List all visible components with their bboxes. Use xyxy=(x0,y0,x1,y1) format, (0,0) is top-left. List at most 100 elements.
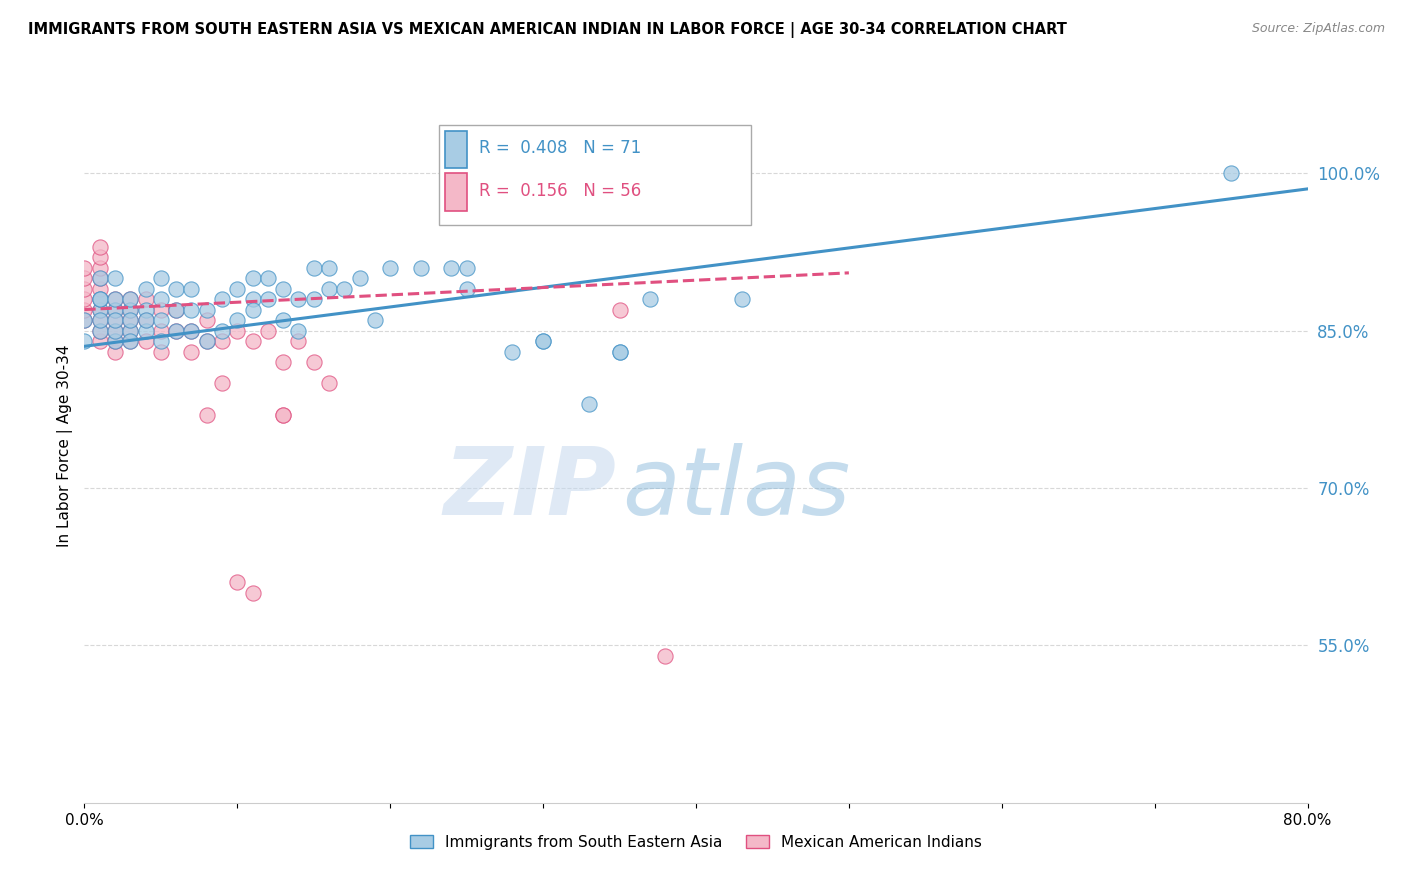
Point xyxy=(73,292,96,306)
Point xyxy=(120,302,142,317)
Point xyxy=(257,271,280,285)
Point xyxy=(89,250,111,264)
Point xyxy=(609,344,631,359)
Point xyxy=(89,292,111,306)
Point xyxy=(195,302,218,317)
Point xyxy=(104,292,127,306)
Point xyxy=(287,334,309,348)
Point xyxy=(195,334,218,348)
Point xyxy=(149,302,172,317)
Point xyxy=(578,397,600,411)
Point xyxy=(120,292,142,306)
Point xyxy=(302,355,325,369)
Text: Source: ZipAtlas.com: Source: ZipAtlas.com xyxy=(1251,22,1385,36)
Point xyxy=(73,302,96,317)
Point xyxy=(609,302,631,317)
Point xyxy=(73,271,96,285)
Point xyxy=(271,408,294,422)
Point xyxy=(302,260,325,275)
Point xyxy=(242,302,264,317)
Point xyxy=(120,292,142,306)
Point xyxy=(89,313,111,327)
Point xyxy=(287,324,309,338)
Point xyxy=(149,334,172,348)
Point xyxy=(1220,166,1243,180)
Point xyxy=(165,302,187,317)
Point xyxy=(211,334,233,348)
Point xyxy=(104,324,127,338)
Point xyxy=(149,271,172,285)
Point xyxy=(89,271,111,285)
Point xyxy=(226,282,249,296)
Y-axis label: In Labor Force | Age 30-34: In Labor Force | Age 30-34 xyxy=(58,344,73,548)
Point xyxy=(165,302,187,317)
Point xyxy=(180,324,202,338)
Point xyxy=(318,260,340,275)
Point xyxy=(135,313,157,327)
Point xyxy=(149,324,172,338)
Point xyxy=(638,292,661,306)
Point xyxy=(73,282,96,296)
Point xyxy=(180,324,202,338)
Point xyxy=(104,271,127,285)
Point xyxy=(195,408,218,422)
Text: atlas: atlas xyxy=(623,443,851,534)
Point xyxy=(180,282,202,296)
Point xyxy=(333,282,356,296)
Point xyxy=(364,313,387,327)
Point xyxy=(242,586,264,600)
Point xyxy=(440,260,463,275)
Point xyxy=(409,260,432,275)
Point xyxy=(654,648,676,663)
Point xyxy=(104,302,127,317)
Point xyxy=(302,292,325,306)
Point xyxy=(120,334,142,348)
FancyBboxPatch shape xyxy=(446,173,467,211)
Point xyxy=(211,324,233,338)
FancyBboxPatch shape xyxy=(439,125,751,225)
Point xyxy=(349,271,371,285)
Point xyxy=(89,271,111,285)
Point xyxy=(531,334,554,348)
Point xyxy=(609,344,631,359)
Point xyxy=(257,324,280,338)
Point xyxy=(226,324,249,338)
Text: IMMIGRANTS FROM SOUTH EASTERN ASIA VS MEXICAN AMERICAN INDIAN IN LABOR FORCE | A: IMMIGRANTS FROM SOUTH EASTERN ASIA VS ME… xyxy=(28,22,1067,38)
Point xyxy=(89,302,111,317)
Point xyxy=(180,344,202,359)
Point xyxy=(73,313,96,327)
Point xyxy=(502,344,524,359)
Point xyxy=(104,334,127,348)
Point xyxy=(195,334,218,348)
Legend: Immigrants from South Eastern Asia, Mexican American Indians: Immigrants from South Eastern Asia, Mexi… xyxy=(404,829,988,855)
Point xyxy=(149,313,172,327)
Point xyxy=(211,292,233,306)
Point xyxy=(135,292,157,306)
Point xyxy=(271,355,294,369)
Text: R =  0.408   N = 71: R = 0.408 N = 71 xyxy=(479,139,641,157)
Point xyxy=(89,334,111,348)
Point xyxy=(104,334,127,348)
Point xyxy=(89,313,111,327)
Point xyxy=(104,324,127,338)
Point xyxy=(165,324,187,338)
Point xyxy=(104,313,127,327)
Point xyxy=(73,313,96,327)
Point xyxy=(89,292,111,306)
Point xyxy=(104,344,127,359)
Point xyxy=(242,334,264,348)
Point xyxy=(149,292,172,306)
Point xyxy=(135,302,157,317)
Point xyxy=(242,292,264,306)
Point xyxy=(89,292,111,306)
Point xyxy=(120,313,142,327)
Point xyxy=(271,282,294,296)
Point xyxy=(257,292,280,306)
Point xyxy=(456,282,478,296)
Point xyxy=(456,260,478,275)
Point xyxy=(135,313,157,327)
Point xyxy=(731,292,754,306)
Point xyxy=(73,334,96,348)
Point xyxy=(120,313,142,327)
Point xyxy=(89,282,111,296)
